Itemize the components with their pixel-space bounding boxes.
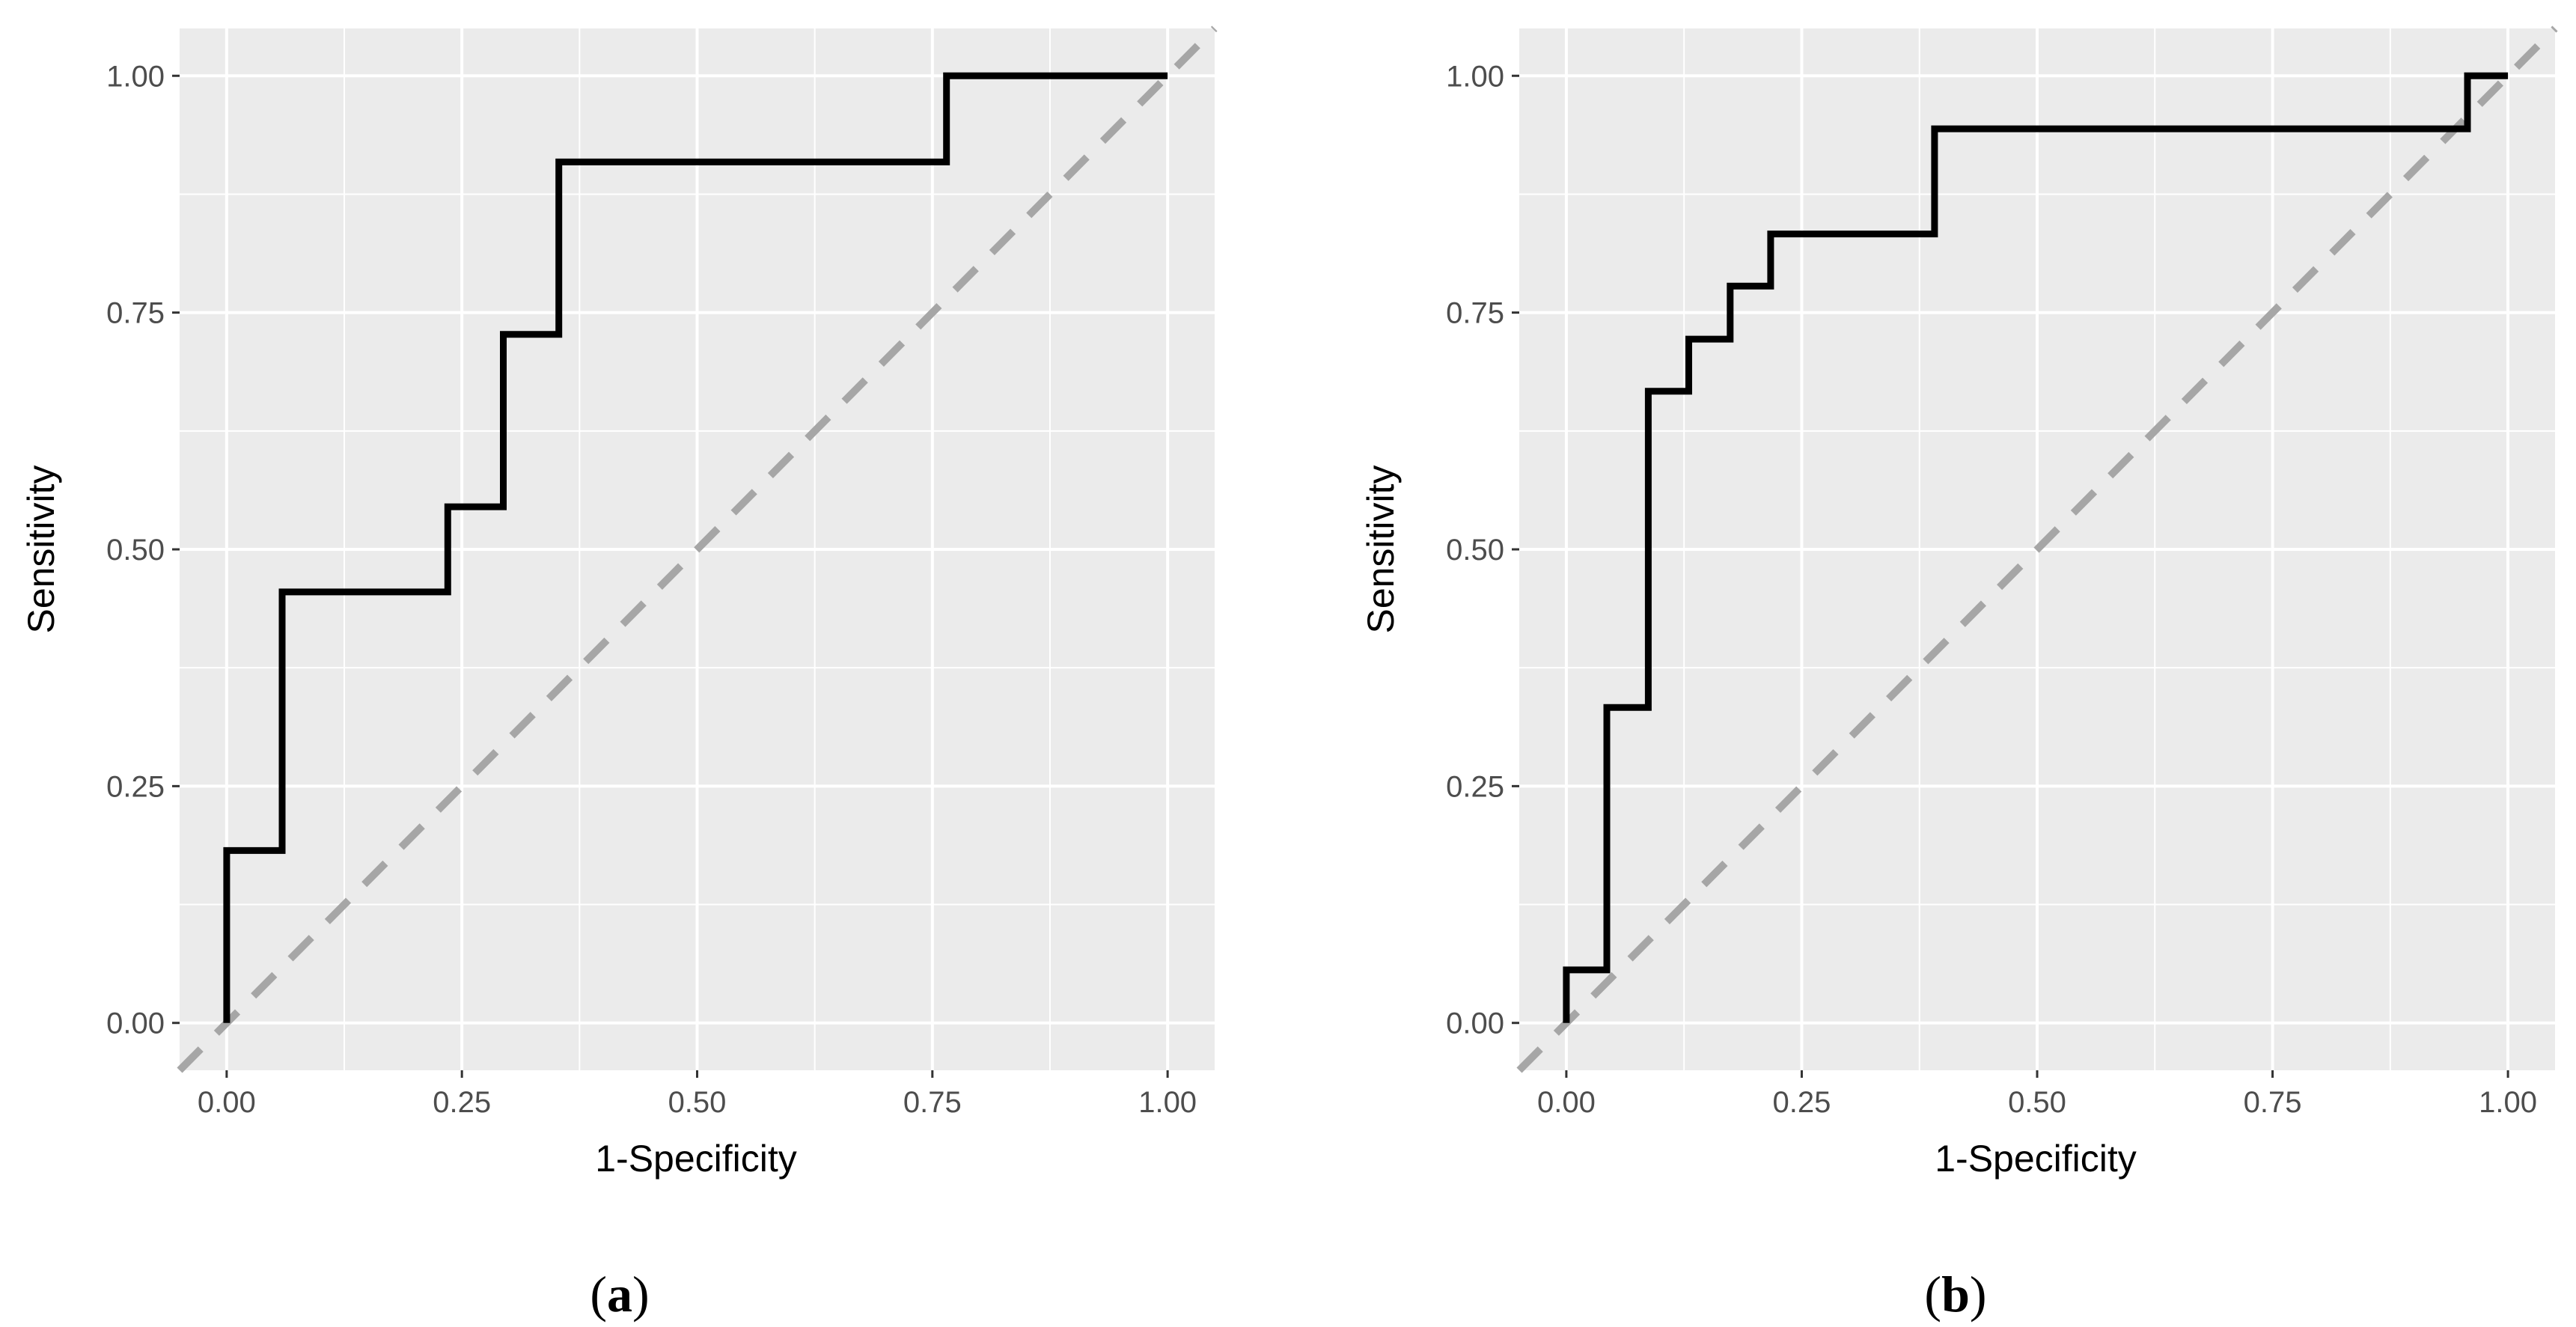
x-tick-label: 1.00	[2479, 1086, 2537, 1119]
x-tick-label: 1.00	[1138, 1086, 1197, 1119]
roc-curve-line	[223, 72, 1168, 1023]
x-tick-label: 0.50	[668, 1086, 727, 1119]
x-tick-label: 0.00	[198, 1086, 256, 1119]
y-tick-label: 0.25	[1446, 770, 1504, 803]
x-axis: 0.00 0.25 0.50 0.75 1.00	[1537, 1070, 2537, 1119]
y-tick-label: 0.50	[1446, 534, 1504, 567]
y-tick-label: 0.25	[106, 770, 165, 803]
x-tick-label: 0.25	[1773, 1086, 1831, 1119]
y-tick-label: 1.00	[1446, 60, 1504, 93]
x-axis: 0.00 0.25 0.50 0.75 1.00	[198, 1070, 1197, 1119]
y-axis: 0.00 0.25 0.50 0.75 1.00	[106, 60, 180, 1040]
panel-label-b: (b)	[1924, 1266, 1986, 1323]
reference-diagonal-line	[177, 25, 1218, 1073]
x-tick-label: 0.50	[2008, 1086, 2066, 1119]
x-axis-title: 1-Specificity	[595, 1138, 797, 1180]
y-axis-title: Sensitivity	[20, 465, 62, 633]
roc-curve-line	[1563, 72, 2509, 1023]
y-tick-label: 0.50	[106, 534, 165, 567]
major-gridlines	[1519, 28, 2555, 1070]
x-tick-label: 0.00	[1537, 1086, 1596, 1119]
x-tick-label: 0.25	[433, 1086, 491, 1119]
y-tick-label: 1.00	[106, 60, 165, 93]
roc-panel-b: 0.00 0.25 0.50 0.75 1.00 0.00 0.25 0.50 0.75 1.0…	[1360, 25, 2558, 1323]
roc-panel-a: 0.00 0.25 0.50 0.75 1.00 0.00 0.25 0.50 0.75 1.0…	[20, 25, 1218, 1323]
y-tick-label: 0.75	[106, 297, 165, 330]
x-axis-title: 1-Specificity	[1935, 1138, 2137, 1180]
x-tick-label: 0.75	[903, 1086, 962, 1119]
panel-label-a: (a)	[590, 1266, 649, 1323]
x-tick-label: 0.75	[2244, 1086, 2302, 1119]
y-tick-label: 0.00	[1446, 1007, 1504, 1040]
y-tick-label: 0.00	[106, 1007, 165, 1040]
reference-diagonal-line	[1516, 25, 2558, 1073]
y-axis-title: Sensitivity	[1360, 465, 1402, 633]
series-layer	[177, 25, 1218, 1073]
y-tick-label: 0.75	[1446, 297, 1504, 330]
series-layer	[1516, 25, 2558, 1073]
y-axis: 0.00 0.25 0.50 0.75 1.00	[1446, 60, 1519, 1040]
